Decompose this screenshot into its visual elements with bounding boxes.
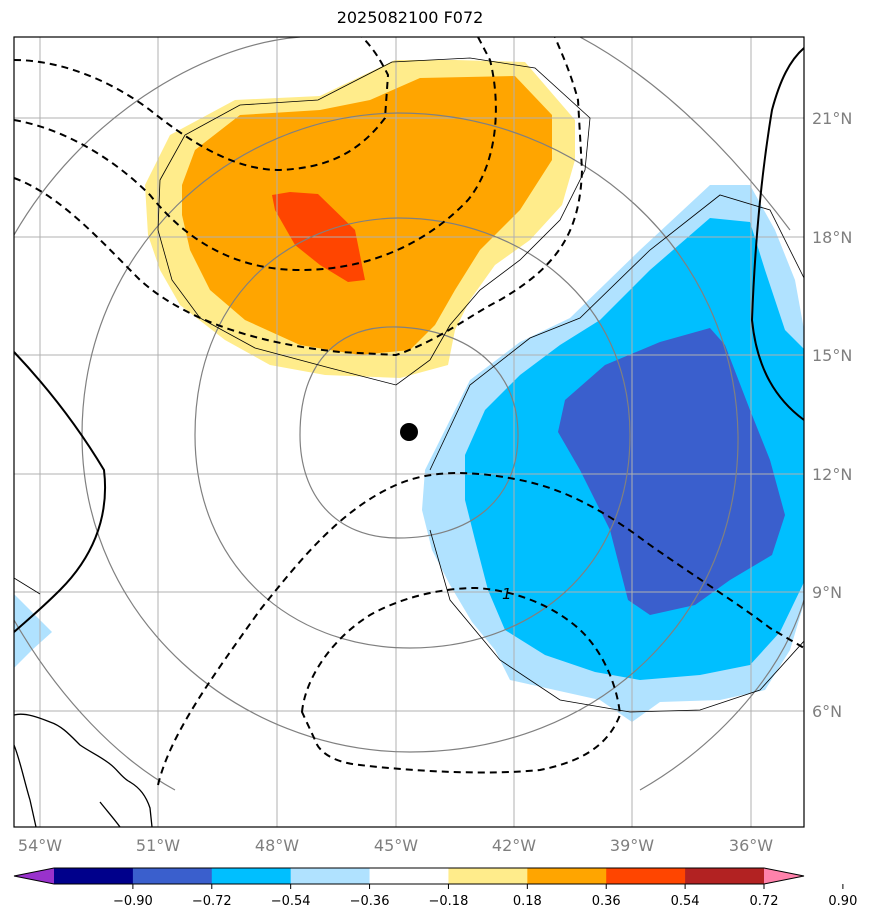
latitude-labels: 21°N 18°N 15°N 12°N 9°N 6°N (812, 109, 852, 721)
lon-label: 36°W (729, 836, 773, 855)
lat-label: 12°N (812, 465, 852, 484)
lon-label: 54°W (18, 836, 62, 855)
lat-label: 6°N (812, 702, 842, 721)
colorbar-swatch (369, 868, 449, 884)
colorbar-tick-label: 0.18 (513, 894, 542, 909)
storm-center-marker (400, 423, 418, 441)
colorbar-swatch (54, 868, 134, 884)
coastline (14, 713, 153, 827)
colorbar-swatch (132, 868, 213, 884)
lat-label: 15°N (812, 346, 852, 365)
anomaly-outlines (14, 57, 804, 713)
colorbar-tick-label: −0.72 (192, 894, 232, 909)
colorbar: −0.90 −0.72 −0.54 −0.36 −0.18 0.18 0.36 0.54 0.7… (13, 867, 857, 909)
lon-label: 48°W (255, 836, 299, 855)
colorbar-tick-label: −0.90 (113, 894, 153, 909)
colorbar-extend-low (14, 868, 54, 884)
solid-contours (14, 47, 804, 633)
colorbar-swatch (606, 868, 686, 884)
colorbar-tick-label: 0.36 (592, 894, 621, 909)
colorbar-tick-label: −0.18 (429, 894, 469, 909)
colorbar-tick-label: −0.54 (271, 894, 311, 909)
longitude-labels: 54°W 51°W 48°W 45°W 42°W 39°W 36°W (18, 836, 773, 855)
colorbar-swatch (211, 868, 292, 884)
colorbar-extend-high (764, 868, 804, 884)
colorbar-tick-label: 0.72 (750, 894, 779, 909)
colorbar-swatch (527, 868, 607, 884)
isobars (14, 37, 804, 791)
lat-label: 21°N (812, 109, 852, 128)
negative-anomaly-high (558, 328, 785, 615)
lat-label: 9°N (812, 583, 842, 602)
colorbar-swatch (448, 868, 528, 884)
dashed-contours (14, 37, 804, 786)
lon-label: 51°W (136, 836, 180, 855)
map-title: 2025082100 F072 (336, 8, 484, 27)
negative-anomaly-edge (14, 594, 52, 668)
colorbar-tick-label: 0.90 (828, 894, 857, 909)
gridlines (14, 37, 804, 827)
lon-label: 42°W (492, 836, 536, 855)
lat-label: 18°N (812, 228, 852, 247)
colorbar-swatch (290, 868, 371, 884)
lon-label: 45°W (374, 836, 418, 855)
colorbar-swatch (685, 868, 765, 884)
contour-label: 1 (502, 585, 512, 603)
colorbar-outline (13, 867, 805, 885)
colorbar-tick-label: −0.36 (350, 894, 390, 909)
lon-label: 39°W (610, 836, 654, 855)
plot-frame (13, 36, 805, 828)
positive-anomaly-mid (182, 76, 552, 355)
colorbar-tick-label: 0.54 (671, 894, 700, 909)
map-plot-area (14, 37, 804, 827)
